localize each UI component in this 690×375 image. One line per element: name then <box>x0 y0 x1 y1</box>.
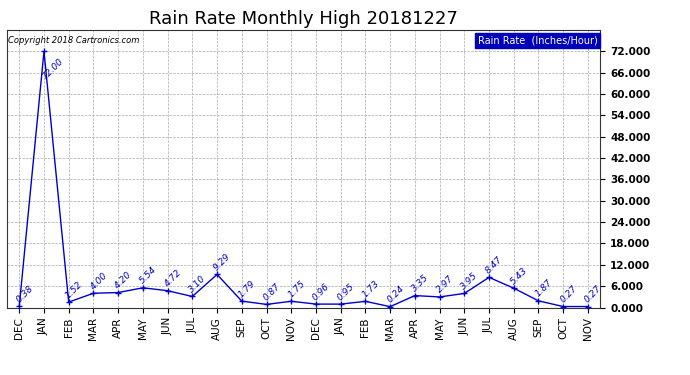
Text: 72.00: 72.00 <box>40 57 65 81</box>
Text: 0.27: 0.27 <box>583 284 604 304</box>
Text: 3.10: 3.10 <box>188 274 208 294</box>
Text: 8.47: 8.47 <box>484 255 504 275</box>
Text: 4.72: 4.72 <box>163 268 184 289</box>
Text: 2.97: 2.97 <box>435 274 455 295</box>
Text: 1.52: 1.52 <box>63 279 84 300</box>
Text: 1.75: 1.75 <box>286 279 307 299</box>
Text: 0.24: 0.24 <box>385 284 406 304</box>
Text: 3.35: 3.35 <box>410 273 431 294</box>
Text: 5.43: 5.43 <box>509 266 529 286</box>
Text: 0.87: 0.87 <box>262 282 282 302</box>
Text: 0.38: 0.38 <box>14 284 35 304</box>
Text: 9.29: 9.29 <box>212 252 233 272</box>
Text: Copyright 2018 Cartronics.com: Copyright 2018 Cartronics.com <box>8 36 139 45</box>
Title: Rain Rate Monthly High 20181227: Rain Rate Monthly High 20181227 <box>149 10 458 28</box>
Text: Rain Rate  (Inches/Hour): Rain Rate (Inches/Hour) <box>477 36 598 45</box>
Text: 1.79: 1.79 <box>237 278 257 299</box>
Text: 4.00: 4.00 <box>88 270 109 291</box>
Text: 1.87: 1.87 <box>533 278 554 299</box>
Text: 4.20: 4.20 <box>113 270 134 290</box>
Text: 0.27: 0.27 <box>558 284 579 304</box>
Text: 3.95: 3.95 <box>460 271 480 291</box>
Text: 1.73: 1.73 <box>360 279 381 299</box>
Text: 5.54: 5.54 <box>138 265 159 286</box>
Text: 0.96: 0.96 <box>311 281 332 302</box>
Text: 0.95: 0.95 <box>336 281 356 302</box>
